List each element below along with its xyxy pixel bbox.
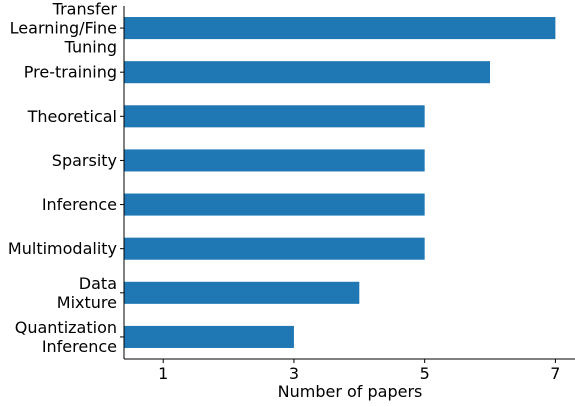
bar bbox=[124, 61, 491, 84]
bar bbox=[124, 149, 425, 172]
x-tick-label: 5 bbox=[420, 364, 430, 383]
y-tick-label: Inference bbox=[42, 195, 117, 214]
bar bbox=[124, 193, 425, 216]
y-tick-label-line: Tuning bbox=[64, 38, 117, 57]
axes-layer bbox=[123, 6, 575, 360]
y-tick-labels: Transfer Learning/Fine Tuning Pre-training T… bbox=[8, 0, 124, 356]
y-tick-label: Pre-training bbox=[24, 63, 117, 82]
y-tick-label: Multimodality bbox=[8, 239, 117, 258]
y-tick-label: Quantization Inference bbox=[15, 318, 117, 356]
y-tick-label-line: Pre-training bbox=[24, 63, 117, 82]
y-tick-label: Theoretical bbox=[27, 107, 117, 126]
bar bbox=[124, 237, 425, 260]
y-tick-label-line: Quantization bbox=[15, 318, 117, 337]
y-tick-label-line: Multimodality bbox=[8, 239, 117, 258]
y-tick-label: Transfer Learning/Fine Tuning bbox=[10, 0, 118, 57]
y-tick-label: Data Mixture bbox=[57, 274, 117, 312]
bar bbox=[124, 17, 556, 40]
bar bbox=[124, 325, 294, 348]
x-ticks: 1 3 5 7 bbox=[158, 359, 560, 383]
bar bbox=[124, 281, 360, 304]
x-tick-label: 1 bbox=[158, 364, 168, 383]
x-tick-label: 7 bbox=[550, 364, 560, 383]
x-axis-label: Number of papers bbox=[278, 382, 423, 401]
y-tick-label-line: Data bbox=[79, 274, 117, 293]
y-tick-label-line: Theoretical bbox=[27, 107, 117, 126]
y-tick-label-line: Inference bbox=[42, 337, 117, 356]
y-tick-label-line: Inference bbox=[42, 195, 117, 214]
bar bbox=[124, 105, 425, 128]
y-tick-label-line: Learning/Fine bbox=[10, 19, 117, 38]
y-tick-label: Sparsity bbox=[52, 151, 117, 170]
bars-layer bbox=[124, 17, 556, 348]
y-tick-label-line: Mixture bbox=[57, 293, 117, 312]
y-tick-label-line: Transfer bbox=[52, 0, 118, 19]
x-tick-label: 3 bbox=[289, 364, 299, 383]
y-tick-label-line: Sparsity bbox=[52, 151, 117, 170]
